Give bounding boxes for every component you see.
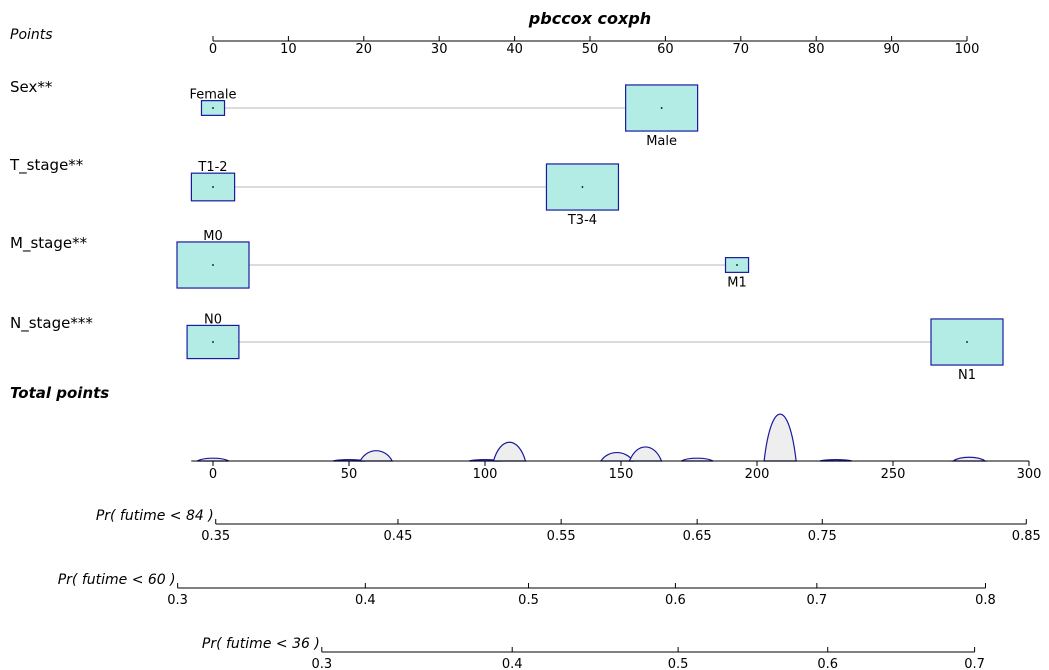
density-bump <box>492 441 527 462</box>
points-axis-tick-label: 0 <box>209 42 217 57</box>
level-point <box>212 107 214 109</box>
probability-tick-label: 0.4 <box>502 657 523 670</box>
level-point <box>212 186 214 188</box>
variable-label: Sex** <box>10 78 53 96</box>
total-points-tick-label: 150 <box>609 467 634 482</box>
plot-layer: 0 10 20 30 40 50 60 70 80 90 100 Sex** Female Male T_s… <box>9 36 1041 670</box>
total-points-tick-label: 50 <box>341 467 358 482</box>
level-label: M0 <box>203 229 223 244</box>
probability-tick-label: 0.7 <box>964 657 985 670</box>
probability-tick-label: 0.6 <box>817 657 838 670</box>
variable-label: N_stage*** <box>10 314 93 333</box>
level-point <box>581 186 584 188</box>
density-bump <box>628 446 663 462</box>
level-label: M1 <box>727 275 747 290</box>
probability-tick-label: 0.6 <box>665 593 686 608</box>
level-label: T3-4 <box>567 213 597 228</box>
total-points-tick-label: 0 <box>209 467 217 482</box>
points-axis-tick-label: 70 <box>733 42 750 57</box>
points-axis-label: Points <box>10 27 53 43</box>
points-axis-tick-label: 90 <box>883 42 900 57</box>
probability-tick-label: 0.5 <box>668 657 689 670</box>
total-points-tick-label: 300 <box>1017 467 1042 482</box>
probability-axis-label: Pr( futime < 60 ) <box>58 572 176 588</box>
probability-tick-label: 0.65 <box>683 529 712 544</box>
probability-tick-label: 0.45 <box>383 529 412 544</box>
total-points-label: Total points <box>10 384 109 402</box>
level-label: N0 <box>204 312 222 327</box>
points-axis-tick-label: 80 <box>808 42 825 57</box>
points-axis-tick-label: 30 <box>431 42 448 57</box>
level-point <box>736 264 738 266</box>
points-axis-tick-label: 20 <box>356 42 373 57</box>
density-bump <box>599 451 635 462</box>
probability-tick-label: 0.3 <box>167 593 188 608</box>
probability-tick-label: 0.75 <box>808 529 837 544</box>
points-axis-tick-label: 50 <box>582 42 599 57</box>
probability-tick-label: 0.8 <box>975 593 996 608</box>
points-axis-tick-label: 40 <box>506 42 523 57</box>
variable-label: M_stage** <box>10 234 88 253</box>
total-points-tick-label: 200 <box>745 467 770 482</box>
total-points-tick-label: 250 <box>881 467 906 482</box>
level-point <box>212 264 214 266</box>
probability-axis-label: Pr( futime < 36 ) <box>202 636 320 652</box>
chart-title: pbccox coxph <box>528 9 651 28</box>
probability-tick-label: 0.3 <box>311 657 332 670</box>
points-axis-tick-label: 60 <box>657 42 674 57</box>
level-label: N1 <box>958 368 976 383</box>
points-axis-tick-label: 10 <box>280 42 297 57</box>
probability-tick-label: 0.55 <box>547 529 576 544</box>
probability-tick-label: 0.85 <box>1012 529 1041 544</box>
probability-axis-label: Pr( futime < 84 ) <box>96 508 214 524</box>
variable-label: T_stage** <box>9 156 84 175</box>
probability-tick-label: 0.35 <box>201 529 230 544</box>
density-bump <box>763 413 797 462</box>
density-bump <box>951 456 988 462</box>
probability-tick-label: 0.5 <box>518 593 539 608</box>
level-label: Female <box>189 88 236 103</box>
level-point <box>966 341 968 343</box>
level-point <box>660 107 663 109</box>
probability-tick-label: 0.7 <box>806 593 827 608</box>
total-points-tick-label: 100 <box>473 467 498 482</box>
points-axis-tick-label: 100 <box>955 42 980 57</box>
density-bump <box>359 450 394 462</box>
level-label: Male <box>646 134 677 149</box>
probability-tick-label: 0.4 <box>355 593 376 608</box>
level-point <box>212 341 214 343</box>
level-label: T1-2 <box>197 160 227 175</box>
